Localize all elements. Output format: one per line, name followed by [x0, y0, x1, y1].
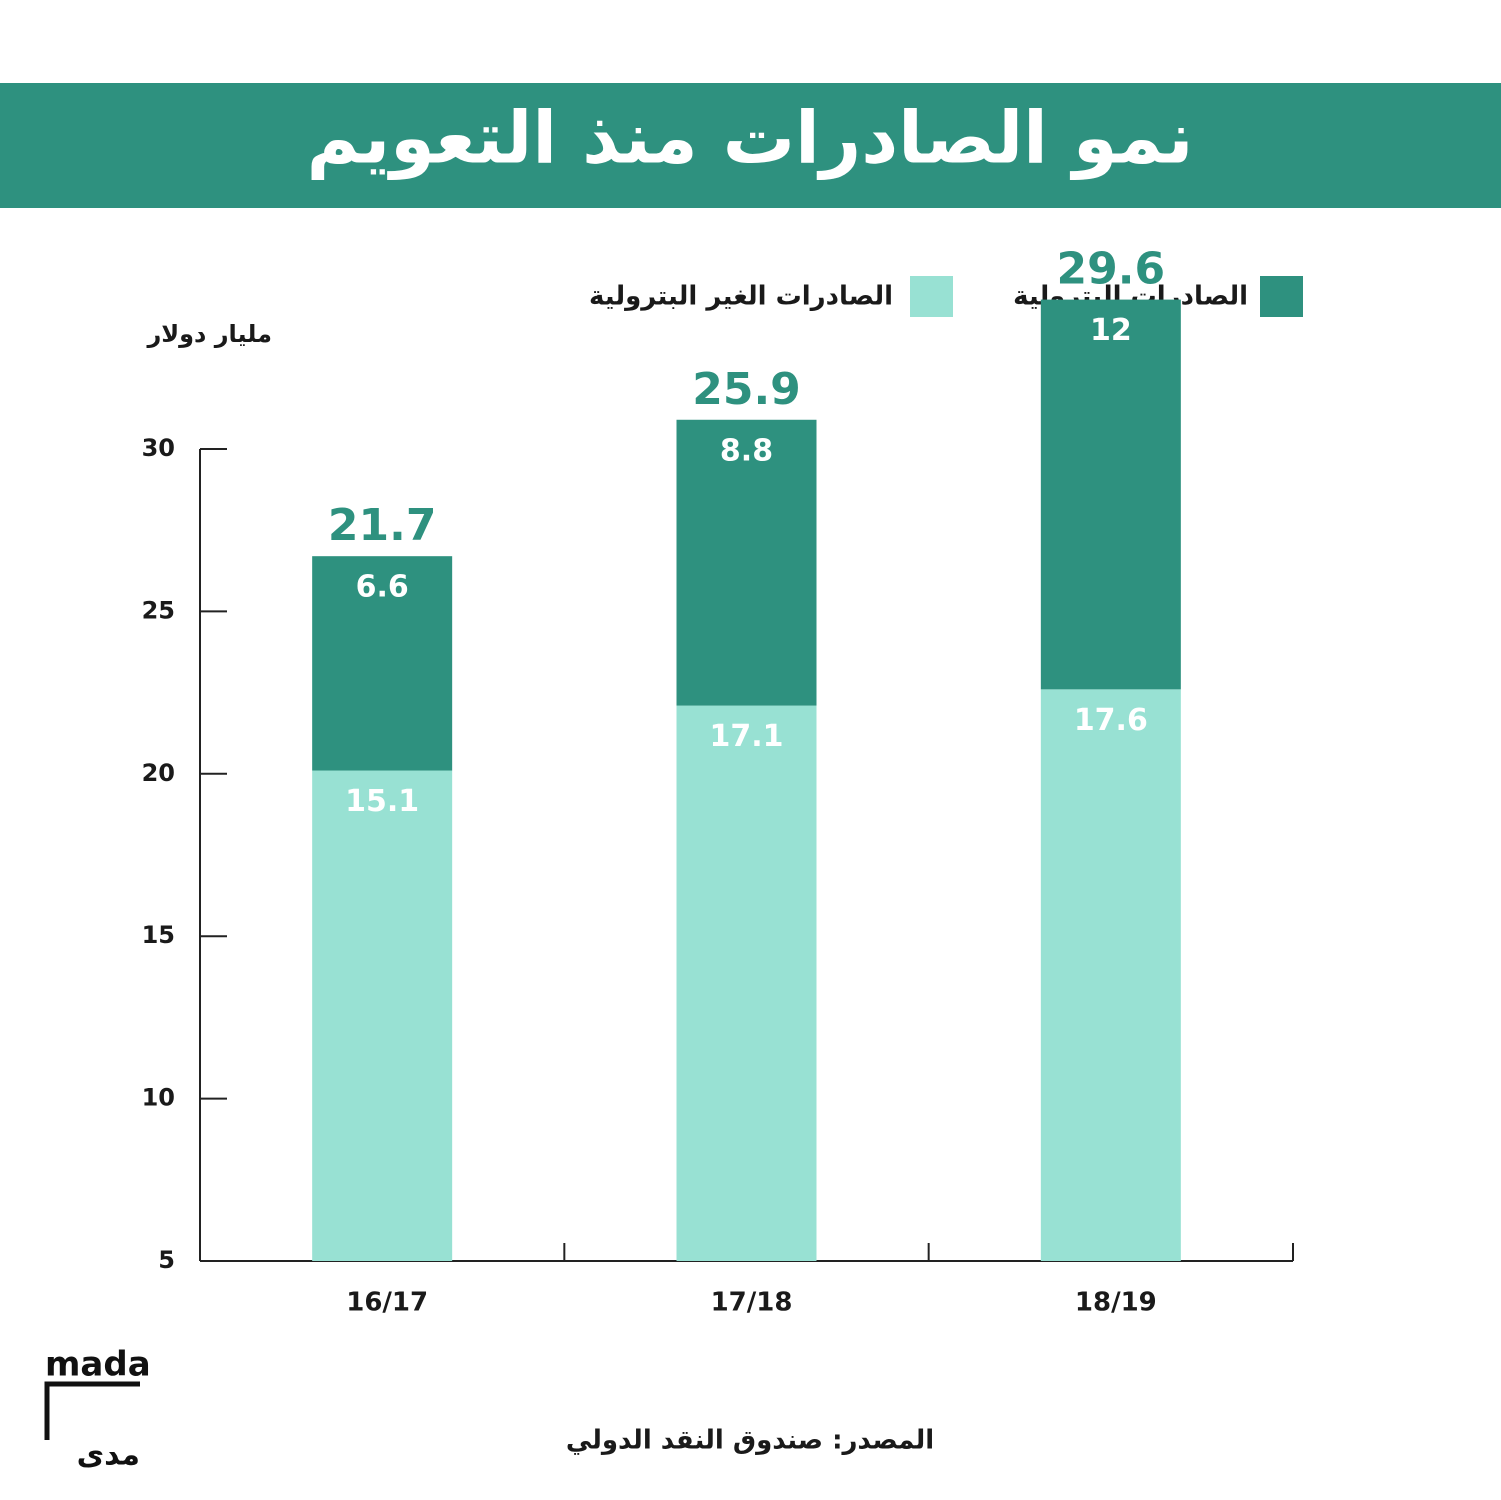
x-tick-label: 16/17: [346, 1288, 428, 1318]
total-label: 25.9: [692, 364, 801, 415]
segment-label: 17.6: [1074, 703, 1148, 738]
segment-label: 12: [1090, 313, 1132, 348]
logo: mada مدى: [44, 1345, 151, 1473]
y-tick-label: 25: [142, 596, 175, 624]
y-tick-label: 15: [142, 921, 175, 949]
legend-swatch: [910, 276, 953, 317]
legend-swatch: [1260, 276, 1303, 317]
segment-label: 17.1: [709, 719, 783, 754]
title-band: [0, 83, 1501, 208]
source: المصدر: صندوق النقد الدولي: [566, 1426, 934, 1456]
x-tick-label: 17/18: [711, 1288, 793, 1318]
y-tick-label: 5: [158, 1246, 175, 1274]
bar-segment: [676, 419, 817, 706]
bar-segment: [1040, 299, 1181, 690]
chart-title: نمو الصادرات منذ التعويم: [307, 96, 1194, 181]
y-tick-label: 10: [142, 1084, 175, 1112]
logo-arabic: مدى: [77, 1438, 140, 1473]
bar-segment: [1040, 689, 1181, 1261]
y-axis-label: مليار دولار: [146, 320, 272, 348]
x-tick-label: 18/19: [1075, 1288, 1157, 1318]
logo-bracket: [44, 1381, 140, 1440]
total-label: 29.6: [1057, 244, 1166, 295]
bar-segment: [312, 556, 453, 771]
bar-segment: [312, 770, 453, 1261]
legend-label: الصادرات الغير البترولية: [589, 282, 893, 312]
total-label: 21.7: [328, 500, 437, 551]
y-tick-label: 20: [142, 759, 175, 787]
segment-label: 15.1: [345, 784, 419, 819]
bar-segment: [676, 705, 817, 1261]
segment-label: 8.8: [720, 433, 773, 468]
y-tick-label: 30: [142, 434, 175, 462]
logo-text: mada: [45, 1345, 151, 1385]
segment-label: 6.6: [356, 570, 409, 605]
